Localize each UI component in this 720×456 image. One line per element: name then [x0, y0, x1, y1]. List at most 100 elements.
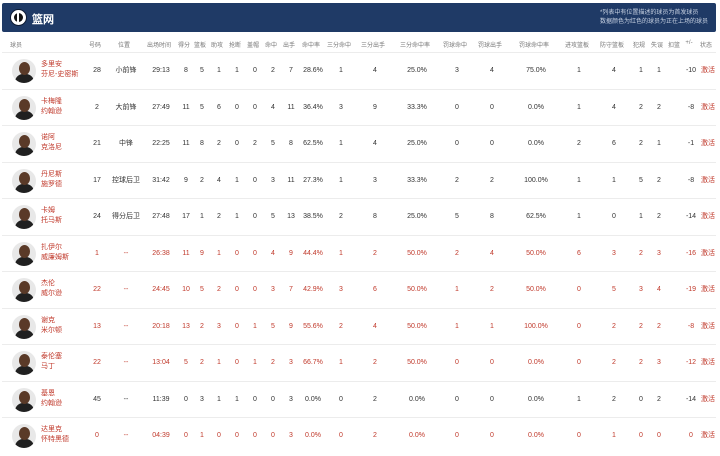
- status-link[interactable]: 激活: [701, 322, 715, 330]
- stat-cell-stl: 1: [235, 213, 239, 220]
- stat-cell-ftp: 50.0%: [526, 249, 546, 257]
- status-link[interactable]: 激活: [701, 67, 715, 74]
- stat-cell-reb: 5: [200, 67, 204, 74]
- team-name: 篮网: [32, 14, 54, 26]
- stat-cell-to: 2: [657, 213, 661, 220]
- column-header: 状态: [699, 43, 712, 49]
- stat-cell-dunk: [668, 382, 684, 418]
- stat-cell-pts: 10: [182, 286, 190, 293]
- stat-cell-fta: 2: [490, 176, 494, 184]
- stat-cell-tpa: 9: [373, 103, 377, 111]
- stat-cell-reb: 8: [200, 140, 204, 147]
- stat-cell-stl: 1: [235, 176, 239, 184]
- stat-cell-min: 27:49: [152, 103, 170, 111]
- stat-cell-ftm: 3: [455, 67, 459, 74]
- stat-cell-ftm: 0: [455, 140, 459, 147]
- stat-cell-oreb: 1: [577, 103, 581, 111]
- player-name-link[interactable]: 谢克 米尔顿: [41, 316, 62, 336]
- player-name-link[interactable]: 丹尼斯 施罗德: [41, 170, 62, 190]
- player-name-link[interactable]: 基恩 约翰逊: [41, 389, 62, 409]
- stat-cell-to: 1: [657, 67, 661, 74]
- stat-cell-fga: 11: [287, 176, 295, 184]
- stat-cell-reb: 2: [200, 176, 204, 184]
- stat-cell-to: 2: [657, 395, 661, 403]
- stat-cell-num: 1: [95, 249, 99, 257]
- stat-cell-blk: 1: [253, 322, 257, 330]
- stat-cell-ftm: 0: [455, 432, 459, 439]
- stat-cell-ftp: 0.0%: [528, 103, 544, 111]
- player-name-link[interactable]: 达里克 怀特黑德: [41, 425, 69, 445]
- stat-cell-ftm: 5: [455, 213, 459, 220]
- status-link[interactable]: 激活: [701, 103, 715, 111]
- stat-cell-num: 17: [93, 176, 101, 184]
- stat-cell-dunk: [668, 53, 684, 89]
- stat-cell-reb: 2: [200, 359, 204, 366]
- stat-cell-to: 0: [657, 432, 661, 439]
- player-name-link[interactable]: 卡梅隆 约翰逊: [41, 97, 62, 117]
- player-avatar-icon: [12, 132, 36, 156]
- player-name-link[interactable]: 泰伦塞 马丁: [41, 352, 62, 372]
- stat-cell-num: 22: [93, 359, 101, 366]
- stat-cell-pm: -1: [687, 140, 695, 147]
- stat-cell-pf: 2: [639, 103, 643, 111]
- stat-cell-fgp: 36.4%: [303, 103, 323, 111]
- stat-cell-min: 13:04: [152, 359, 170, 366]
- stat-cell-fgm: 2: [271, 67, 275, 74]
- status-link[interactable]: 激活: [701, 176, 715, 184]
- stat-cell-ast: 1: [217, 359, 221, 366]
- stat-cell-pm: -8: [687, 103, 695, 111]
- column-header: 罚球命中率: [518, 43, 549, 49]
- status-link[interactable]: 激活: [701, 432, 715, 439]
- stat-cell-pm: 0: [689, 432, 693, 439]
- status-link[interactable]: 激活: [701, 140, 715, 147]
- stat-cell-min: 29:13: [152, 67, 170, 74]
- stat-cell-num: 28: [93, 67, 101, 74]
- player-name-link[interactable]: 诺阿 克洛尼: [41, 133, 62, 153]
- player-family-name: 施罗德: [41, 180, 62, 188]
- stat-cell-pos: --: [123, 359, 129, 366]
- stat-cell-fgp: 44.4%: [303, 249, 323, 257]
- player-given-name: 诺阿: [41, 134, 55, 141]
- stat-cell-dunk: [668, 199, 684, 235]
- column-header: 抢断: [228, 43, 241, 49]
- player-avatar-icon: [12, 314, 36, 339]
- stat-cell-tpm: 1: [339, 140, 343, 147]
- stat-cell-min: 20:18: [152, 322, 170, 330]
- stat-cell-ftm: 1: [455, 286, 459, 293]
- stat-cell-fgm: 5: [271, 213, 275, 220]
- status-link[interactable]: 激活: [701, 395, 715, 403]
- stat-cell-tpm: 1: [339, 67, 343, 74]
- player-name-link[interactable]: 杰伦 威尔逊: [41, 279, 62, 299]
- stat-cell-ftm: 0: [455, 359, 459, 366]
- stat-cell-tpp: 50.0%: [407, 249, 427, 257]
- stat-cell-fgm: 3: [271, 176, 275, 184]
- player-avatar-icon: [12, 59, 36, 83]
- stat-cell-tpm: 2: [339, 322, 343, 330]
- status-link[interactable]: 激活: [701, 286, 715, 293]
- player-name-link[interactable]: 多里安 芬尼-史密斯: [41, 60, 78, 80]
- stat-cell-pts: 13: [182, 322, 190, 330]
- stat-cell-pm: -8: [687, 176, 695, 184]
- stat-cell-dreb: 2: [612, 322, 616, 330]
- stat-cell-pos: --: [123, 286, 129, 293]
- stat-cell-pf: 2: [639, 322, 643, 330]
- stat-cell-ftm: 0: [455, 395, 459, 403]
- status-link[interactable]: 激活: [701, 249, 715, 257]
- player-name-link[interactable]: 卡姆 托马斯: [41, 206, 62, 226]
- stat-cell-tpa: 6: [373, 286, 377, 293]
- player-avatar-icon: [12, 387, 36, 412]
- status-link[interactable]: 激活: [701, 359, 715, 366]
- column-header: 三分出手: [360, 43, 385, 49]
- stat-cell-fga: 7: [289, 286, 293, 293]
- player-name-link[interactable]: 扎伊尔 威廉姆斯: [41, 243, 69, 263]
- stat-cell-fga: 11: [287, 103, 295, 111]
- player-family-name: 马丁: [41, 363, 55, 370]
- stat-cell-pf: 1: [639, 67, 643, 74]
- stat-cell-tpp: 33.3%: [407, 176, 427, 184]
- stat-cell-tpa: 4: [373, 140, 377, 147]
- stat-cell-fga: 3: [289, 395, 293, 403]
- status-link[interactable]: 激活: [701, 213, 715, 220]
- stat-cell-oreb: 1: [577, 213, 581, 220]
- stat-cell-oreb: 1: [577, 176, 581, 184]
- column-header: 扣篮: [667, 43, 680, 49]
